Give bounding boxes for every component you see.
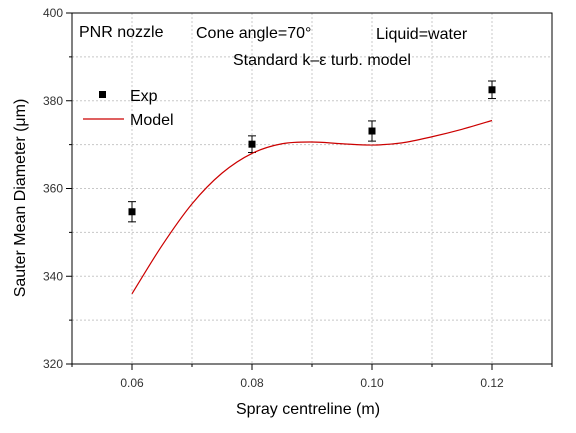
y-axis-title: Sauter Mean Diameter (μm) — [12, 99, 29, 298]
legend-exp-label: Exp — [130, 88, 158, 105]
axis-layer: 0.06 0.08 0.10 0.12 320 340 360 380 400 — [43, 6, 553, 390]
y-tick-label: 360 — [43, 182, 63, 196]
exp-data-point — [488, 86, 496, 94]
y-tick-label: 400 — [43, 6, 63, 20]
x-tick-label: 0.08 — [240, 376, 264, 390]
exp-data-point — [248, 140, 256, 148]
y-tick-label: 380 — [43, 94, 63, 108]
legend-model-label: Model — [130, 112, 174, 129]
nozzle-annotation: PNR nozzle — [79, 24, 164, 41]
exp-data-point — [128, 208, 136, 216]
data-layer — [128, 80, 496, 295]
exp-data-point — [368, 127, 376, 135]
x-tick-label: 0.12 — [480, 376, 504, 390]
y-tick-label: 320 — [43, 357, 63, 371]
model-note-annotation: Standard k–ε turb. model — [233, 52, 411, 69]
model-series-line — [131, 119, 493, 295]
x-tick-label: 0.06 — [120, 376, 144, 390]
cone-angle-annotation: Cone angle=70° — [196, 25, 311, 42]
legend: Exp Model — [83, 88, 174, 129]
y-tick-label: 340 — [43, 269, 63, 283]
liquid-annotation: Liquid=water — [376, 26, 468, 43]
legend-exp-marker — [99, 91, 106, 98]
x-axis-title: Spray centreline (m) — [236, 401, 380, 418]
grid-layer — [72, 13, 552, 364]
x-tick-label: 0.10 — [360, 376, 384, 390]
